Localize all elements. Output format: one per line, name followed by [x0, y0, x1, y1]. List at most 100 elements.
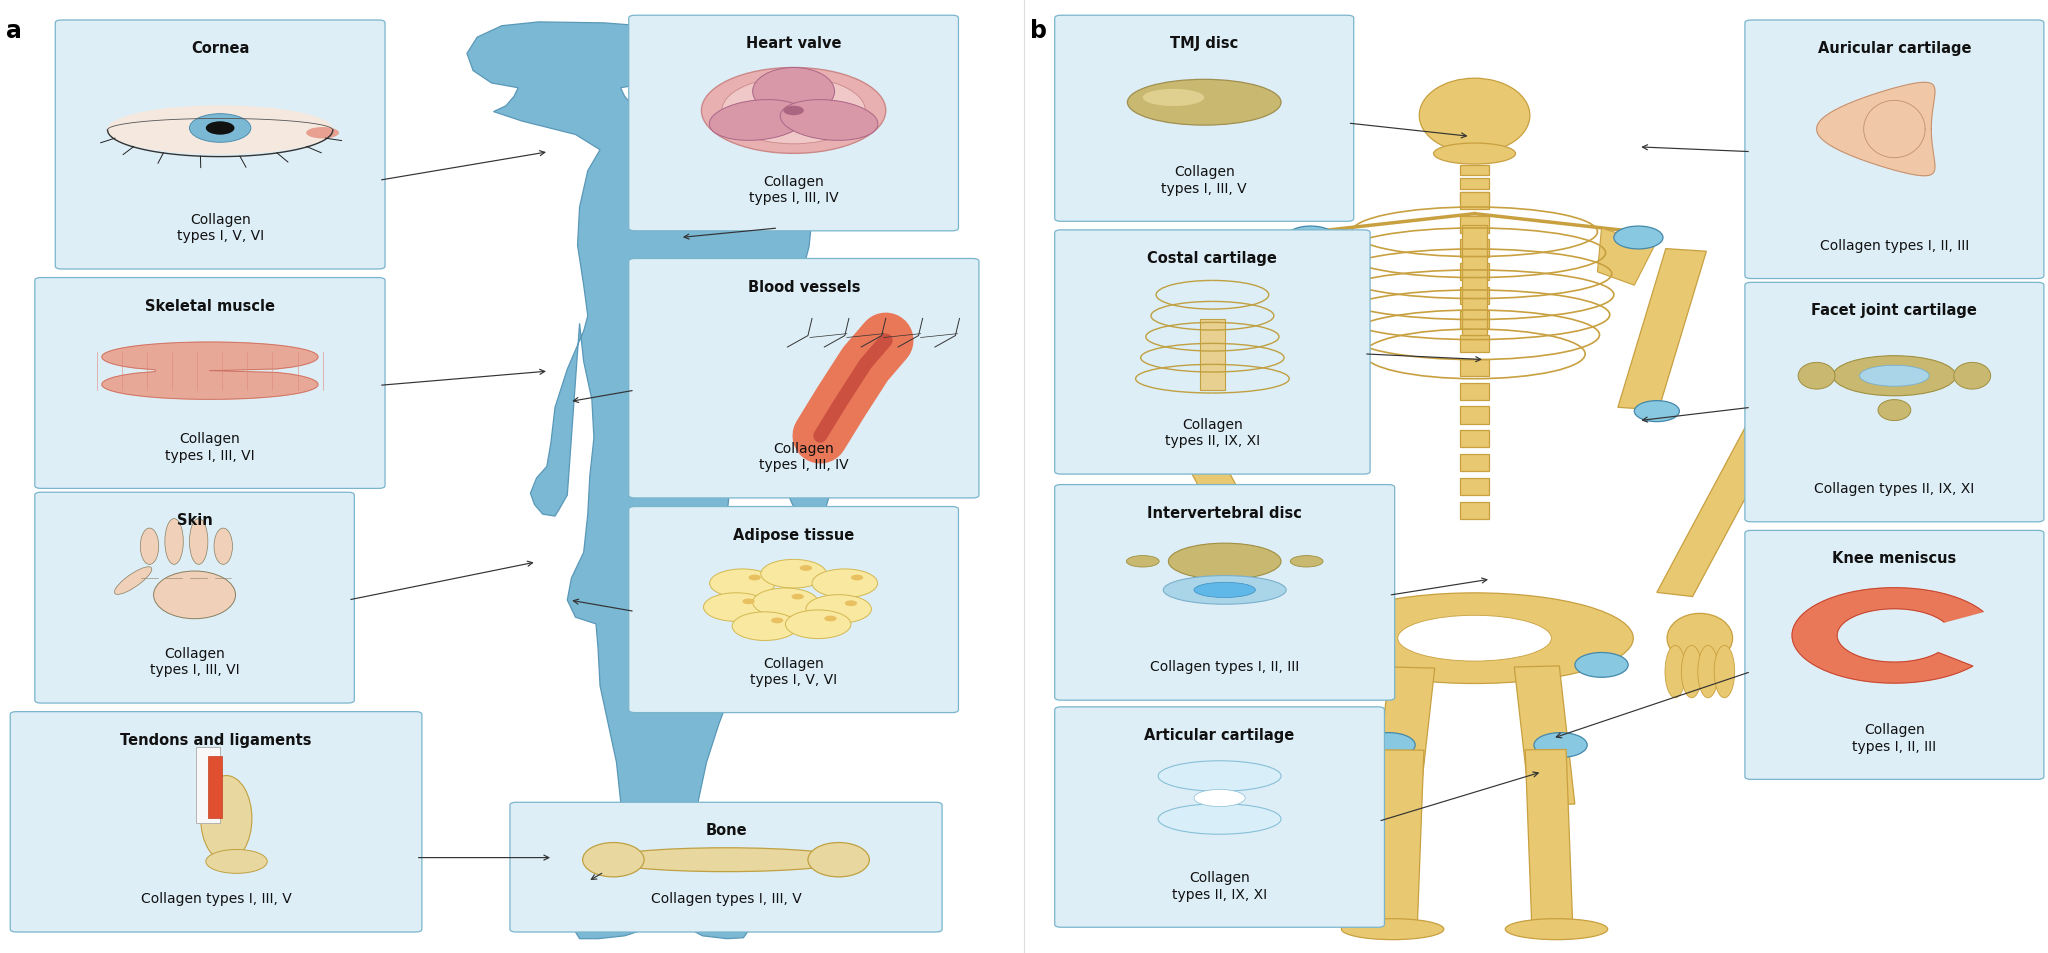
- Text: Skin: Skin: [176, 513, 213, 528]
- Text: Skeletal muscle: Skeletal muscle: [145, 298, 274, 314]
- Bar: [1462, 226, 1487, 335]
- Text: Auricular cartilage: Auricular cartilage: [1819, 41, 1970, 56]
- Ellipse shape: [1419, 79, 1530, 153]
- Bar: [1460, 312, 1489, 329]
- Text: Collagen
types I, III, VI: Collagen types I, III, VI: [150, 646, 240, 677]
- Ellipse shape: [762, 559, 827, 588]
- Ellipse shape: [205, 122, 233, 135]
- Ellipse shape: [752, 69, 836, 116]
- Text: Collagen types I, III, V: Collagen types I, III, V: [141, 891, 291, 905]
- Ellipse shape: [115, 567, 152, 595]
- Text: Facet joint cartilage: Facet joint cartilage: [1812, 303, 1976, 318]
- Ellipse shape: [1614, 227, 1663, 250]
- Ellipse shape: [1397, 616, 1552, 661]
- FancyBboxPatch shape: [55, 21, 385, 270]
- Ellipse shape: [1231, 646, 1251, 698]
- Text: Collagen
types I, III, VI: Collagen types I, III, VI: [166, 432, 254, 462]
- Ellipse shape: [1665, 646, 1686, 698]
- Ellipse shape: [748, 575, 762, 580]
- Ellipse shape: [786, 610, 852, 639]
- Ellipse shape: [188, 114, 250, 143]
- FancyBboxPatch shape: [1055, 231, 1370, 475]
- Ellipse shape: [307, 128, 340, 139]
- Ellipse shape: [1286, 227, 1335, 250]
- Ellipse shape: [1167, 543, 1282, 579]
- Ellipse shape: [1163, 576, 1286, 604]
- FancyBboxPatch shape: [629, 259, 979, 498]
- FancyBboxPatch shape: [1745, 283, 2044, 522]
- FancyBboxPatch shape: [35, 493, 354, 703]
- Text: Collagen types I, II, III: Collagen types I, II, III: [1151, 659, 1298, 674]
- Bar: [1243, 247, 1331, 408]
- Ellipse shape: [1321, 653, 1374, 678]
- Ellipse shape: [723, 78, 864, 145]
- Text: Cornea: Cornea: [190, 41, 250, 56]
- Ellipse shape: [1575, 653, 1628, 678]
- FancyBboxPatch shape: [1745, 531, 2044, 780]
- Ellipse shape: [807, 842, 870, 877]
- Text: Tendons and ligaments: Tendons and ligaments: [121, 732, 311, 747]
- Polygon shape: [1597, 229, 1655, 286]
- Ellipse shape: [1798, 363, 1835, 390]
- Ellipse shape: [1534, 733, 1587, 758]
- Text: TMJ disc: TMJ disc: [1169, 36, 1239, 51]
- Ellipse shape: [1505, 919, 1608, 940]
- Ellipse shape: [709, 569, 776, 598]
- FancyBboxPatch shape: [1055, 707, 1384, 927]
- Ellipse shape: [1159, 803, 1282, 835]
- Text: Collagen types I, III, V: Collagen types I, III, V: [651, 891, 801, 905]
- Ellipse shape: [582, 842, 643, 877]
- Text: Bone: Bone: [705, 822, 748, 838]
- Text: Knee meniscus: Knee meniscus: [1833, 551, 1956, 566]
- Bar: [1460, 264, 1489, 281]
- Bar: [1460, 478, 1489, 496]
- Ellipse shape: [1362, 733, 1415, 758]
- Bar: [1460, 502, 1489, 519]
- Ellipse shape: [1194, 582, 1255, 598]
- Text: Intervertebral disc: Intervertebral disc: [1147, 505, 1303, 520]
- Ellipse shape: [1341, 919, 1444, 940]
- Polygon shape: [109, 107, 332, 154]
- FancyBboxPatch shape: [1055, 16, 1354, 222]
- Ellipse shape: [1217, 614, 1282, 663]
- Ellipse shape: [770, 618, 782, 623]
- Bar: [1618, 250, 1706, 411]
- Ellipse shape: [823, 616, 838, 621]
- Text: Costal cartilage: Costal cartilage: [1147, 251, 1278, 266]
- Bar: [209, 757, 223, 819]
- Ellipse shape: [1143, 90, 1204, 107]
- Ellipse shape: [709, 100, 807, 141]
- Text: Collagen
types I, II, III: Collagen types I, II, III: [1851, 722, 1937, 753]
- Ellipse shape: [1247, 646, 1268, 698]
- Ellipse shape: [602, 848, 848, 872]
- Ellipse shape: [1290, 556, 1323, 567]
- Polygon shape: [1817, 83, 1935, 176]
- Ellipse shape: [1698, 646, 1718, 698]
- Polygon shape: [1294, 229, 1352, 286]
- Bar: [1374, 667, 1436, 806]
- FancyBboxPatch shape: [629, 16, 958, 232]
- Ellipse shape: [1270, 401, 1315, 422]
- Text: Collagen
types I, III, IV: Collagen types I, III, IV: [750, 174, 838, 205]
- Ellipse shape: [188, 519, 209, 565]
- Ellipse shape: [754, 588, 819, 617]
- Ellipse shape: [811, 569, 879, 598]
- Polygon shape: [102, 343, 317, 400]
- Bar: [1460, 359, 1489, 376]
- Ellipse shape: [154, 572, 236, 619]
- Text: Collagen types II, IX, XI: Collagen types II, IX, XI: [1815, 481, 1974, 496]
- Ellipse shape: [1194, 789, 1245, 806]
- Bar: [1200, 319, 1225, 391]
- Ellipse shape: [1634, 401, 1679, 422]
- FancyBboxPatch shape: [35, 278, 385, 489]
- Bar: [1460, 240, 1489, 257]
- Ellipse shape: [780, 100, 879, 141]
- Ellipse shape: [1128, 80, 1282, 126]
- Ellipse shape: [1860, 366, 1929, 387]
- Ellipse shape: [1954, 363, 1991, 390]
- Bar: [1460, 193, 1489, 203]
- Bar: [1460, 288, 1489, 305]
- Ellipse shape: [700, 69, 885, 154]
- Bar: [1167, 424, 1290, 593]
- Polygon shape: [1792, 588, 1982, 683]
